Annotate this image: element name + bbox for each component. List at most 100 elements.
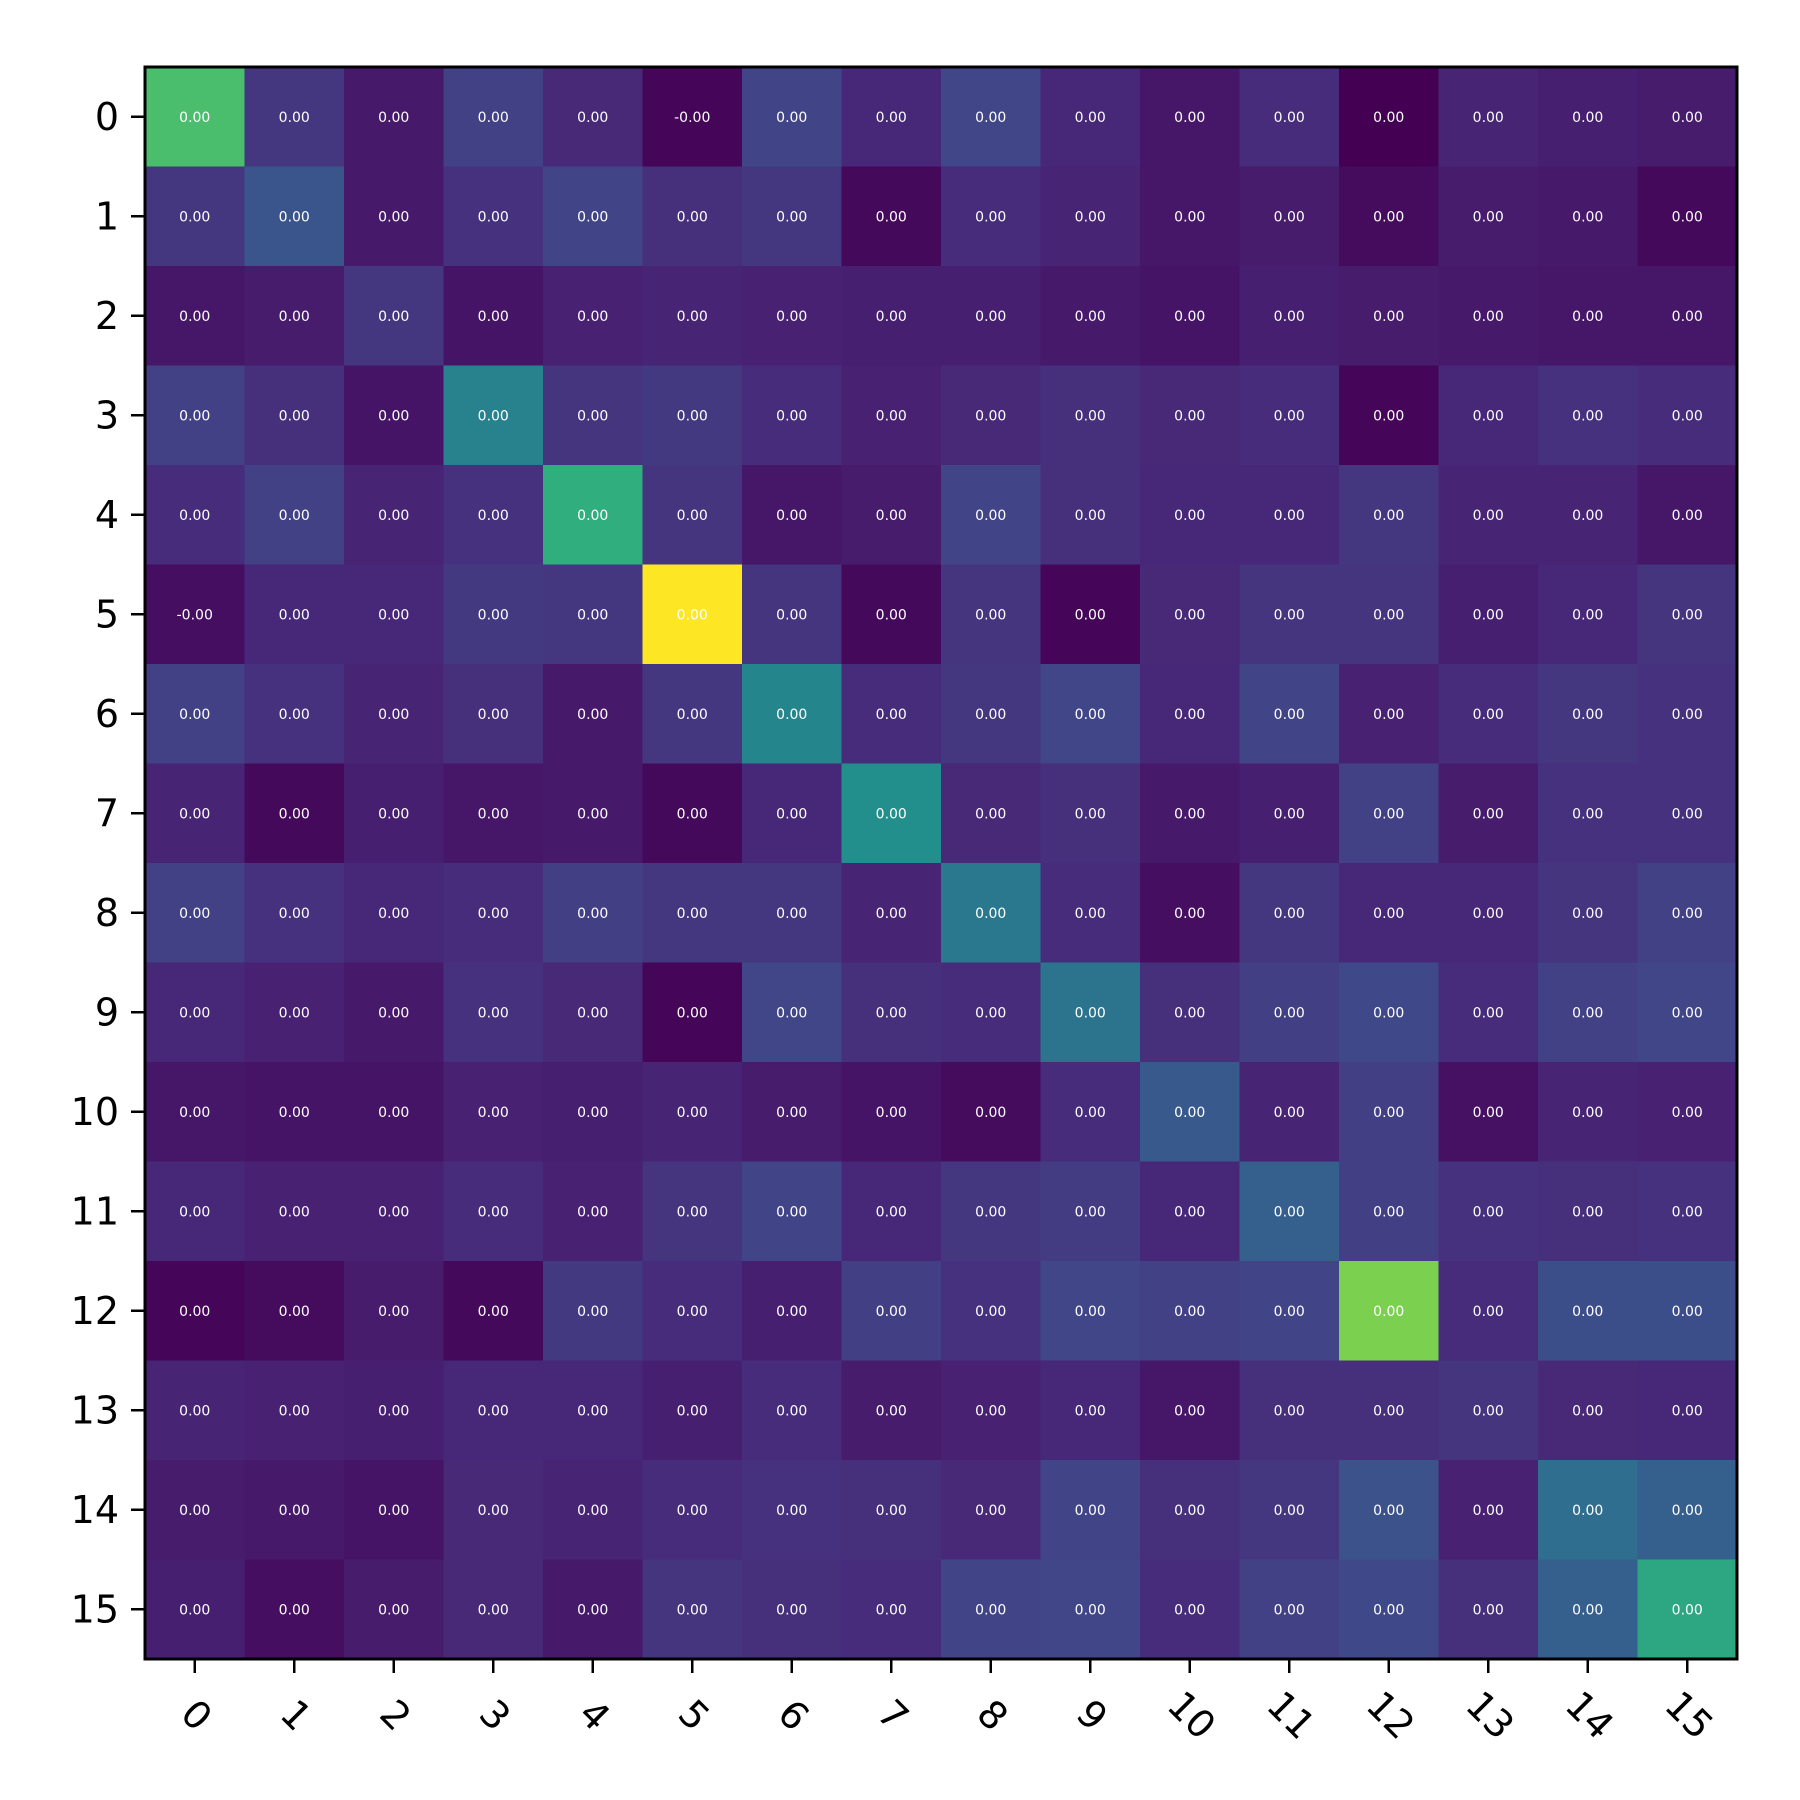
cell-value-label-r2-c13: 0.00: [1473, 309, 1504, 325]
x-tick-label-10: 10: [1159, 1683, 1224, 1748]
heatmap-cell-r0-c12: [1339, 67, 1440, 168]
heatmap-cell-r3-c9: [1040, 365, 1141, 466]
cell-value-label-r3-c9: 0.00: [1075, 408, 1106, 424]
heatmap-cell-r14-c10: [1140, 1460, 1241, 1561]
heatmap-cell-r3-c15: [1637, 365, 1738, 466]
cell-value-label-r13-c5: 0.00: [677, 1403, 708, 1419]
cell-value-label-r8-c15: 0.00: [1672, 906, 1703, 922]
cell-value-label-r14-c6: 0.00: [776, 1503, 807, 1519]
heatmap-cell-r9-c5: [642, 962, 743, 1063]
cell-value-label-r12-c1: 0.00: [279, 1304, 310, 1320]
heatmap-cell-r14-c11: [1239, 1460, 1340, 1561]
cell-value-label-r13-c0: 0.00: [179, 1403, 210, 1419]
heatmap-cell-r1-c0: [145, 166, 246, 267]
cell-value-label-r10-c10: 0.00: [1174, 1105, 1205, 1121]
cell-value-label-r5-c1: 0.00: [279, 607, 310, 623]
cell-value-label-r13-c1: 0.00: [279, 1403, 310, 1419]
cell-value-label-r1-c9: 0.00: [1075, 209, 1106, 225]
heatmap-cell-r7-c10: [1140, 763, 1241, 864]
heatmap-cell-r14-c3: [443, 1460, 544, 1561]
cell-value-label-r14-c2: 0.00: [378, 1503, 409, 1519]
cell-value-label-r7-c5: 0.00: [677, 806, 708, 822]
cell-value-label-r2-c15: 0.00: [1672, 309, 1703, 325]
heatmap-cell-r15-c15: [1637, 1559, 1738, 1660]
heatmap-cell-r15-c7: [841, 1559, 942, 1660]
heatmap-cell-r13-c14: [1538, 1360, 1639, 1461]
cell-value-label-r12-c13: 0.00: [1473, 1304, 1504, 1320]
cell-value-label-r4-c7: 0.00: [876, 508, 907, 524]
heatmap-cell-r0-c10: [1140, 67, 1241, 168]
cell-value-label-r3-c12: 0.00: [1373, 408, 1404, 424]
heatmap-cell-r0-c11: [1239, 67, 1340, 168]
y-tick-label-8: 8: [95, 891, 119, 935]
cell-value-label-r4-c14: 0.00: [1572, 508, 1603, 524]
heatmap-cell-r2-c10: [1140, 266, 1241, 367]
heatmap-cell-r9-c13: [1438, 962, 1539, 1063]
heatmap-cell-r2-c14: [1538, 266, 1639, 367]
cell-value-label-r8-c0: 0.00: [179, 906, 210, 922]
cell-value-label-r14-c13: 0.00: [1473, 1503, 1504, 1519]
cell-value-label-r13-c6: 0.00: [776, 1403, 807, 1419]
heatmap-cell-r3-c12: [1339, 365, 1440, 466]
cell-value-label-r6-c3: 0.00: [478, 707, 509, 723]
heatmap-cell-r8-c7: [841, 863, 942, 964]
cell-value-label-r13-c2: 0.00: [378, 1403, 409, 1419]
heatmap-cell-r2-c13: [1438, 266, 1539, 367]
cell-value-label-r2-c9: 0.00: [1075, 309, 1106, 325]
cell-value-label-r9-c2: 0.00: [378, 1005, 409, 1021]
heatmap-cell-r4-c6: [742, 465, 843, 566]
heatmap-cell-r5-c11: [1239, 564, 1340, 665]
cell-value-label-r13-c11: 0.00: [1274, 1403, 1305, 1419]
cell-value-label-r5-c3: 0.00: [478, 607, 509, 623]
cell-value-label-r0-c10: 0.00: [1174, 110, 1205, 126]
cell-value-label-r14-c5: 0.00: [677, 1503, 708, 1519]
x-tick-label-7: 7: [869, 1691, 917, 1739]
heatmap-cell-r9-c15: [1637, 962, 1738, 1063]
y-tick-label-4: 4: [95, 493, 119, 537]
cell-value-label-r2-c11: 0.00: [1274, 309, 1305, 325]
cell-value-label-r7-c6: 0.00: [776, 806, 807, 822]
cell-value-label-r10-c15: 0.00: [1672, 1105, 1703, 1121]
heatmap-cell-r12-c6: [742, 1261, 843, 1362]
heatmap-cell-r15-c6: [742, 1559, 843, 1660]
cell-value-label-r1-c7: 0.00: [876, 209, 907, 225]
cell-value-label-r1-c6: 0.00: [776, 209, 807, 225]
cell-value-label-r1-c13: 0.00: [1473, 209, 1504, 225]
heatmap-cell-r5-c15: [1637, 564, 1738, 665]
heatmap-cell-r11-c8: [941, 1161, 1042, 1262]
heatmap-cell-r5-c7: [841, 564, 942, 665]
cell-value-label-r4-c4: 0.00: [577, 508, 608, 524]
cell-value-label-r6-c12: 0.00: [1373, 707, 1404, 723]
cell-value-label-r4-c15: 0.00: [1672, 508, 1703, 524]
heatmap-cell-r3-c0: [145, 365, 246, 466]
cell-value-label-r0-c15: 0.00: [1672, 110, 1703, 126]
cell-value-label-r9-c6: 0.00: [776, 1005, 807, 1021]
heatmap-cell-r11-c7: [841, 1161, 942, 1262]
heatmap-cell-r11-c1: [244, 1161, 345, 1262]
cell-value-label-r15-c0: 0.00: [179, 1602, 210, 1618]
cell-value-label-r13-c10: 0.00: [1174, 1403, 1205, 1419]
heatmap-cell-r0-c9: [1040, 67, 1141, 168]
heatmap-cell-r6-c5: [642, 664, 743, 765]
heatmap-cell-r4-c4: [543, 465, 644, 566]
heatmap-cell-r15-c5: [642, 1559, 743, 1660]
cell-value-label-r13-c14: 0.00: [1572, 1403, 1603, 1419]
heatmap-cell-r6-c9: [1040, 664, 1141, 765]
heatmap-cell-r0-c14: [1538, 67, 1639, 168]
cell-value-label-r11-c12: 0.00: [1373, 1204, 1404, 1220]
cell-value-label-r3-c2: 0.00: [378, 408, 409, 424]
heatmap-cell-r11-c3: [443, 1161, 544, 1262]
cell-value-label-r9-c1: 0.00: [279, 1005, 310, 1021]
heatmap-cell-r15-c14: [1538, 1559, 1639, 1660]
heatmap-cell-r1-c8: [941, 166, 1042, 267]
cell-value-label-r1-c8: 0.00: [975, 209, 1006, 225]
cell-value-label-r9-c0: 0.00: [179, 1005, 210, 1021]
cell-value-label-r5-c10: 0.00: [1174, 607, 1205, 623]
heatmap-cell-r14-c8: [941, 1460, 1042, 1561]
heatmap-cell-r13-c8: [941, 1360, 1042, 1461]
cell-value-label-r3-c0: 0.00: [179, 408, 210, 424]
cell-value-label-r13-c8: 0.00: [975, 1403, 1006, 1419]
cell-value-label-r14-c4: 0.00: [577, 1503, 608, 1519]
cell-value-label-r3-c6: 0.00: [776, 408, 807, 424]
